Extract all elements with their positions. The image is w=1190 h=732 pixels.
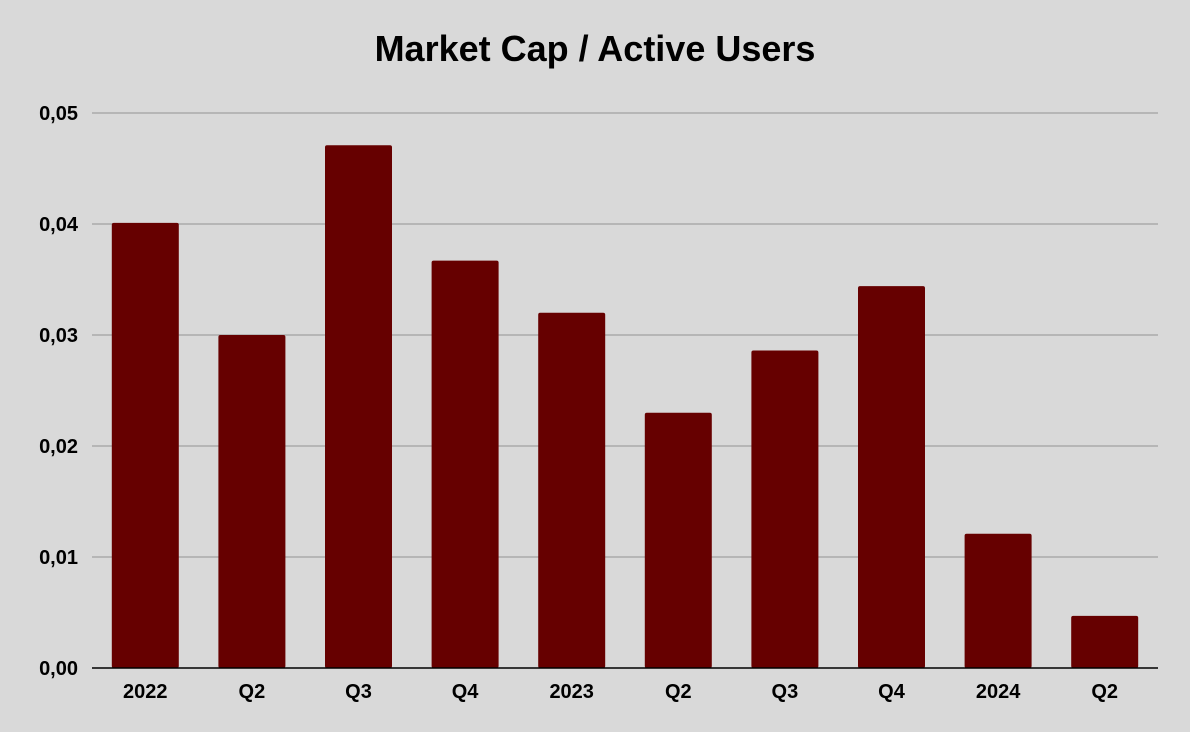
- x-axis-ticks: 2022 Q2 Q3 Q4 2023 Q2 Q3 Q4 2024 Q2: [123, 681, 1118, 703]
- bar: [858, 286, 925, 668]
- y-tick-label: 0,03: [39, 325, 78, 347]
- x-tick-label: Q4: [878, 681, 906, 703]
- bar: [538, 312, 606, 668]
- x-tick-label: Q2: [665, 681, 692, 703]
- bar: [325, 145, 392, 668]
- y-axis-ticks: 0,00 0,01 0,02 0,03 0,04 0,05: [39, 103, 79, 680]
- bar: [964, 533, 1032, 668]
- x-tick-label: Q4: [452, 681, 480, 703]
- y-tick-label: 0,02: [39, 436, 78, 458]
- x-tick-label: 2023: [549, 681, 594, 703]
- y-tick-label: 0,00: [39, 658, 78, 680]
- bar: [751, 350, 819, 668]
- bar: [111, 222, 179, 668]
- chart-title: Market Cap / Active Users: [374, 28, 816, 69]
- bar: [644, 412, 712, 668]
- x-tick-label: 2024: [976, 681, 1021, 703]
- x-tick-label: Q3: [345, 681, 372, 703]
- bars: [111, 145, 1139, 668]
- x-tick-label: Q2: [239, 681, 266, 703]
- bar: [1071, 615, 1139, 668]
- bar: [218, 335, 286, 668]
- x-tick-label: Q2: [1091, 681, 1118, 703]
- x-tick-label: 2022: [123, 681, 168, 703]
- y-tick-label: 0,04: [39, 214, 79, 236]
- y-tick-label: 0,01: [39, 547, 78, 569]
- y-tick-label: 0,05: [39, 103, 78, 125]
- x-tick-label: Q3: [772, 681, 799, 703]
- bar: [431, 260, 499, 668]
